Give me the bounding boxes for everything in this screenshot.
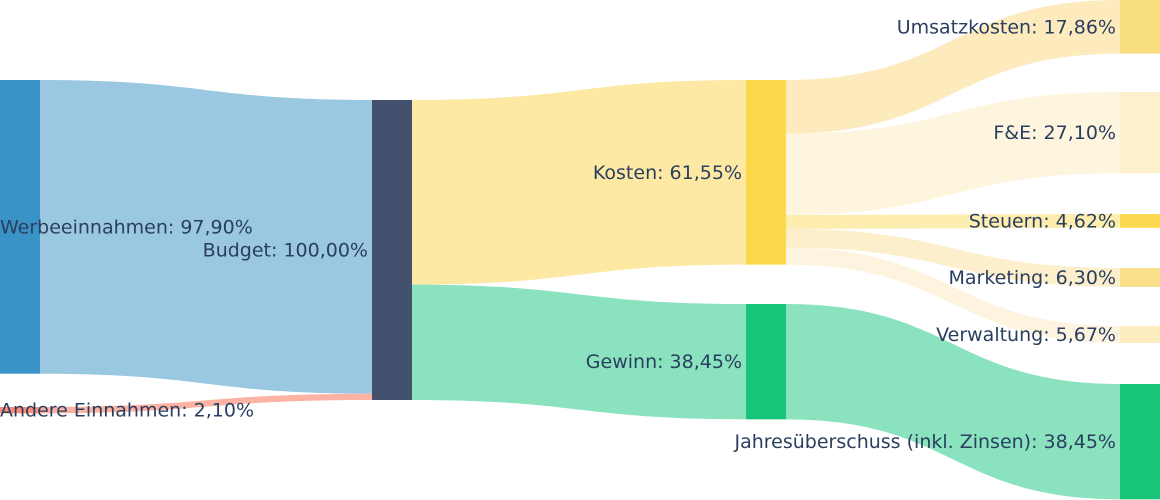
node <box>1120 0 1160 54</box>
link <box>40 393 372 414</box>
node <box>1120 384 1160 500</box>
node <box>1120 268 1160 287</box>
link <box>412 80 746 285</box>
links <box>40 0 1120 500</box>
node-label: Umsatzkosten: 17,86% <box>897 16 1116 38</box>
link <box>786 0 1120 134</box>
link <box>40 80 372 394</box>
node-label: Gewinn: 38,45% <box>586 351 742 373</box>
node <box>0 407 40 414</box>
node-label: Verwaltung: 5,67% <box>936 324 1116 346</box>
link <box>786 247 1120 344</box>
node-label: Kosten: 61,55% <box>593 162 742 184</box>
link <box>786 228 1120 287</box>
node-label: Werbeeinnahmen: 97,90% <box>0 216 253 238</box>
node <box>1120 214 1160 228</box>
node-label: Budget: 100,00% <box>203 240 368 262</box>
link <box>786 304 1120 500</box>
link <box>412 284 746 420</box>
node <box>1120 92 1160 174</box>
node <box>0 80 40 374</box>
node-label: Andere Einnahmen: 2,10% <box>0 400 254 422</box>
node <box>746 304 786 420</box>
node <box>746 80 786 265</box>
node-label: Jahresüberschuss (inkl. Zinsen): 38,45% <box>733 431 1116 453</box>
node <box>372 100 412 400</box>
link <box>786 214 1120 229</box>
link <box>786 92 1120 215</box>
node-label: F&E: 27,10% <box>993 122 1116 144</box>
node-label: Marketing: 6,30% <box>949 267 1117 289</box>
node <box>1120 326 1160 344</box>
node-label: Steuern: 4,62% <box>969 210 1116 232</box>
